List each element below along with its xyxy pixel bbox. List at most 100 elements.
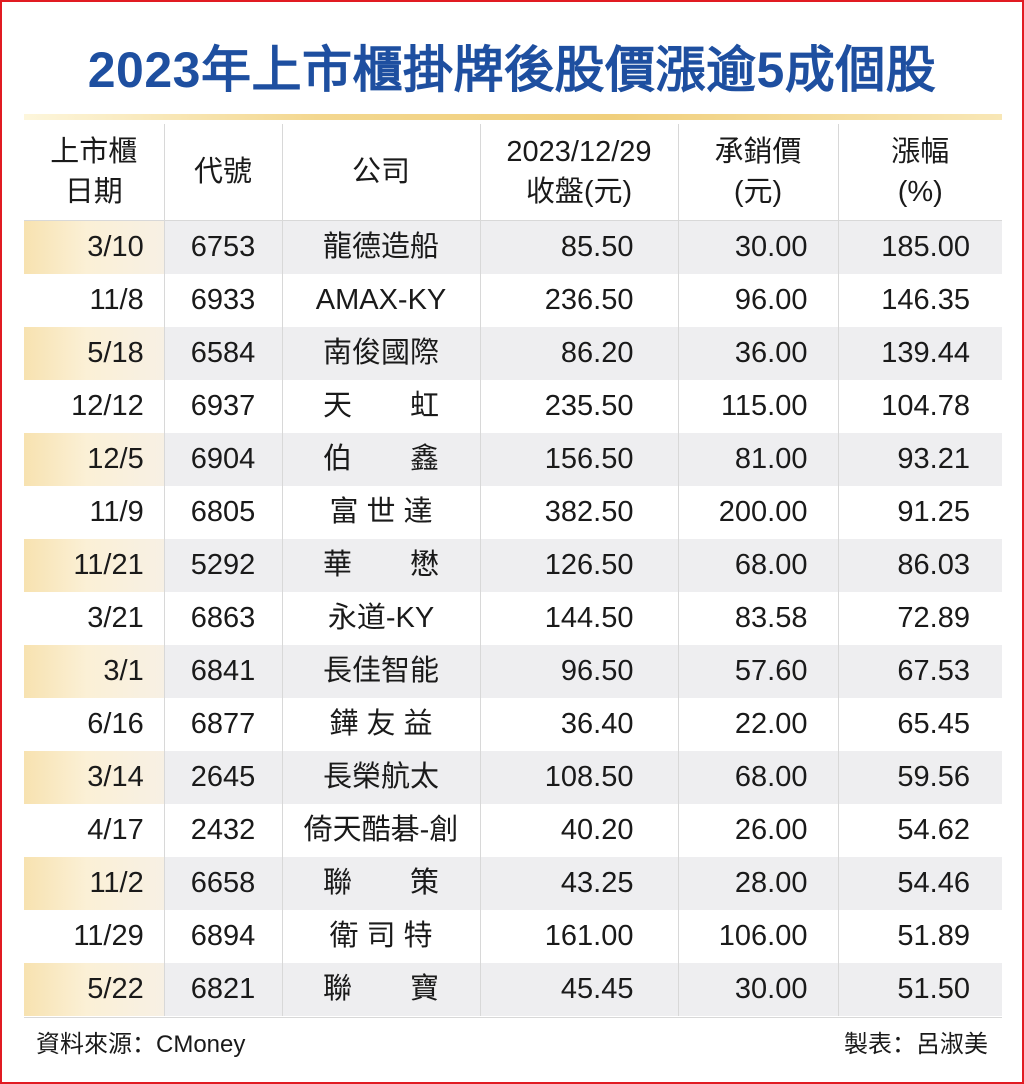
cell-company: 天 虹 [281, 380, 480, 433]
cell-close: 40.20 [479, 804, 678, 857]
cell-date-text: 6/16 [87, 708, 144, 740]
cell-close: 161.00 [479, 910, 678, 963]
title-underline [24, 114, 1002, 120]
cell-date: 11/2 [24, 857, 164, 910]
header-close-line2: 收盤(元) [525, 176, 633, 208]
cell-date-text: 12/12 [71, 390, 144, 422]
header-underwriting: 承銷價 (元) [677, 124, 838, 221]
cell-company: 永道-KY [281, 592, 480, 645]
cell-date: 3/14 [24, 751, 164, 804]
cell-company: AMAX-KY [281, 274, 480, 327]
cell-change: 59.56 [837, 751, 1002, 804]
cell-underwriting: 81.00 [677, 433, 838, 486]
table-row: 11/8 6933 AMAX-KY 236.50 96.00 146.35 [24, 274, 1002, 327]
cell-close: 144.50 [479, 592, 678, 645]
cell-close: 96.50 [479, 645, 678, 698]
cell-change: 51.89 [837, 910, 1002, 963]
header-underwriting-line2: (元) [733, 176, 783, 208]
cell-date: 12/12 [24, 380, 164, 433]
cell-date: 3/10 [24, 220, 164, 274]
cell-change: 104.78 [837, 380, 1002, 433]
cell-code: 5292 [163, 539, 282, 592]
cell-date: 11/8 [24, 274, 164, 327]
cell-company: 南俊國際 [281, 327, 480, 380]
cell-company: 聯 寶 [281, 963, 480, 1016]
cell-date-text: 3/21 [87, 602, 144, 634]
header-code-line1: 代號 [193, 156, 252, 188]
table-row: 3/10 6753 龍德造船 85.50 30.00 185.00 [24, 220, 1002, 274]
cell-underwriting: 115.00 [677, 380, 838, 433]
cell-close: 156.50 [479, 433, 678, 486]
cell-underwriting: 36.00 [677, 327, 838, 380]
cell-code: 6658 [163, 857, 282, 910]
cell-change: 91.25 [837, 486, 1002, 539]
cell-date-text: 4/17 [87, 814, 144, 846]
bottom-divider [24, 1017, 1002, 1018]
cell-date: 4/17 [24, 804, 164, 857]
header-date-line1: 上市櫃 [50, 136, 138, 168]
cell-date: 3/1 [24, 645, 164, 698]
chart-title: 2023年上市櫃掛牌後股價漲逾5成個股 [87, 42, 937, 98]
cell-close: 108.50 [479, 751, 678, 804]
cell-date-text: 11/29 [73, 920, 144, 952]
cell-change: 86.03 [837, 539, 1002, 592]
cell-close: 86.20 [479, 327, 678, 380]
cell-underwriting: 68.00 [677, 539, 838, 592]
header-company: 公司 [281, 124, 480, 221]
cell-underwriting: 26.00 [677, 804, 838, 857]
cell-underwriting: 200.00 [677, 486, 838, 539]
cell-date-text: 11/21 [73, 549, 144, 581]
table-row: 4/17 2432 倚天酷碁-創 40.20 26.00 54.62 [24, 804, 1002, 857]
cell-date-text: 3/10 [87, 231, 144, 263]
cell-date-text: 12/5 [87, 443, 144, 475]
cell-date: 5/18 [24, 327, 164, 380]
table-row: 6/16 6877 鏵 友 益 36.40 22.00 65.45 [24, 698, 1002, 751]
cell-underwriting: 57.60 [677, 645, 838, 698]
table-header-row: 上市櫃 日期 代號 公司 2023/12/29 收盤(元) 承銷價 (元) [24, 124, 1002, 221]
cell-change: 93.21 [837, 433, 1002, 486]
header-change-line2: (%) [897, 176, 943, 208]
table-body: 3/10 6753 龍德造船 85.50 30.00 185.00 11/8 6933 AMAX… [24, 220, 1002, 1016]
cell-close: 45.45 [479, 963, 678, 1016]
cell-change: 54.62 [837, 804, 1002, 857]
maker-credit: 製表：呂淑美 [844, 1031, 988, 1058]
cell-company: 龍德造船 [281, 220, 480, 274]
table-row: 11/9 6805 富 世 達 382.50 200.00 91.25 [24, 486, 1002, 539]
header-company-line1: 公司 [351, 156, 410, 188]
table-row: 3/14 2645 長榮航太 108.50 68.00 59.56 [24, 751, 1002, 804]
cell-code: 6933 [163, 274, 282, 327]
cell-company: 華 懋 [281, 539, 480, 592]
cell-change: 72.89 [837, 592, 1002, 645]
header-code: 代號 [163, 124, 282, 221]
cell-date: 5/22 [24, 963, 164, 1016]
cell-change: 67.53 [837, 645, 1002, 698]
cell-date: 12/5 [24, 433, 164, 486]
cell-date-text: 5/18 [87, 337, 144, 369]
header-change-line1: 漲幅 [891, 136, 950, 168]
cell-code: 6937 [163, 380, 282, 433]
cell-underwriting: 68.00 [677, 751, 838, 804]
cell-date-text: 11/9 [89, 496, 144, 528]
cell-code: 6904 [163, 433, 282, 486]
cell-underwriting: 106.00 [677, 910, 838, 963]
cell-company: 鏵 友 益 [281, 698, 480, 751]
table-row: 11/21 5292 華 懋 126.50 68.00 86.03 [24, 539, 1002, 592]
cell-date: 11/21 [24, 539, 164, 592]
cell-change: 139.44 [837, 327, 1002, 380]
cell-code: 6841 [163, 645, 282, 698]
cell-date: 11/9 [24, 486, 164, 539]
cell-code: 6863 [163, 592, 282, 645]
cell-date-text: 3/14 [87, 761, 144, 793]
cell-underwriting: 30.00 [677, 220, 838, 274]
cell-date-text: 5/22 [87, 973, 144, 1005]
source-note: 資料來源：CMoney [36, 1031, 246, 1058]
cell-underwriting: 22.00 [677, 698, 838, 751]
cell-company: 伯 鑫 [281, 433, 480, 486]
cell-change: 146.35 [837, 274, 1002, 327]
cell-code: 2645 [163, 751, 282, 804]
cell-underwriting: 28.00 [677, 857, 838, 910]
cell-company: 長佳智能 [281, 645, 480, 698]
cell-date: 3/21 [24, 592, 164, 645]
cell-close: 126.50 [479, 539, 678, 592]
cell-underwriting: 83.58 [677, 592, 838, 645]
